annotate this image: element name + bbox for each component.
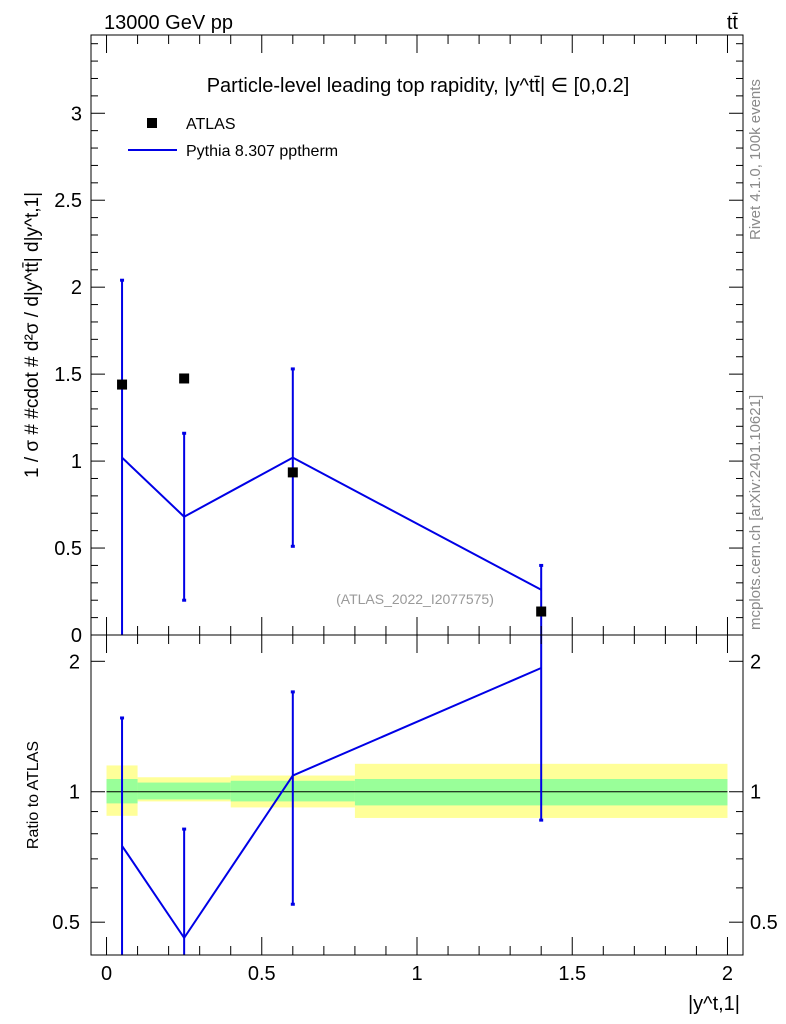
ratio-y-tick-label: 0.5 (52, 912, 80, 934)
ratio-y-tick-label-right: 2 (750, 651, 761, 673)
ratio-y-axis-label: Ratio to ATLAS (25, 741, 42, 849)
ratio-y-tick-label: 1 (69, 782, 80, 804)
x-tick-label: 1.5 (558, 963, 586, 985)
legend-label-atlas: ATLAS (186, 116, 236, 133)
main-panel: 0 0.5 1 1.5 2 2.5 3 Particle-level leading top… (22, 34, 744, 647)
y-tick-label: 2 (71, 277, 82, 299)
y-tick-label: 3 (71, 103, 82, 125)
uncertainty-band-inner (137, 782, 231, 800)
x-tick-label: 0.5 (248, 963, 276, 985)
y-tick-label: 0 (71, 625, 82, 647)
y-tick-label: 1 (71, 451, 82, 473)
data-point (117, 379, 128, 390)
rivet-version-label: Rivet 4.1.0, 100k events (747, 79, 764, 240)
energy-label: 13000 GeV pp (104, 12, 233, 34)
y-tick-label: 0.5 (54, 538, 82, 560)
legend-label-pythia: Pythia 8.307 pptherm (186, 143, 338, 160)
x-tick-label: 0 (101, 963, 112, 985)
main-title: Particle-level leading top rapidity, |y^… (207, 75, 630, 97)
legend-marker-atlas (147, 118, 157, 128)
ratio-panel: 0.5 0.5 1 1 2 2 0 0.5 1 1.5 2 Ratio to ATLAS |y^t… (25, 634, 778, 1015)
main-y-axis-label: 1 / σ # #cdot # d²σ / d|y^tt̄| d|y^t,1| (22, 192, 43, 478)
x-tick-label: 1 (411, 963, 422, 985)
y-tick-label: 1.5 (54, 364, 82, 386)
ratio-y-tick-label-right: 0.5 (750, 912, 778, 934)
legend: ATLAS Pythia 8.307 pptherm (128, 116, 338, 160)
data-point (287, 467, 298, 478)
x-tick-label: 2 (722, 963, 733, 985)
ratio-y-tick-label: 2 (69, 651, 80, 673)
data-point (179, 373, 190, 384)
ratio-y-tick-label-right: 1 (750, 782, 761, 804)
data-point (536, 606, 547, 617)
x-axis-label: |y^t,1| (688, 993, 740, 1015)
mcplots-label: mcplots.cern.ch [arXiv:2401.10621] (747, 395, 764, 630)
process-label: tt̄ (727, 12, 739, 34)
ratio-line (121, 667, 542, 940)
y-tick-label: 2.5 (54, 190, 82, 212)
analysis-watermark: (ATLAS_2022_I2077575) (336, 591, 494, 607)
mc-line (121, 456, 542, 591)
